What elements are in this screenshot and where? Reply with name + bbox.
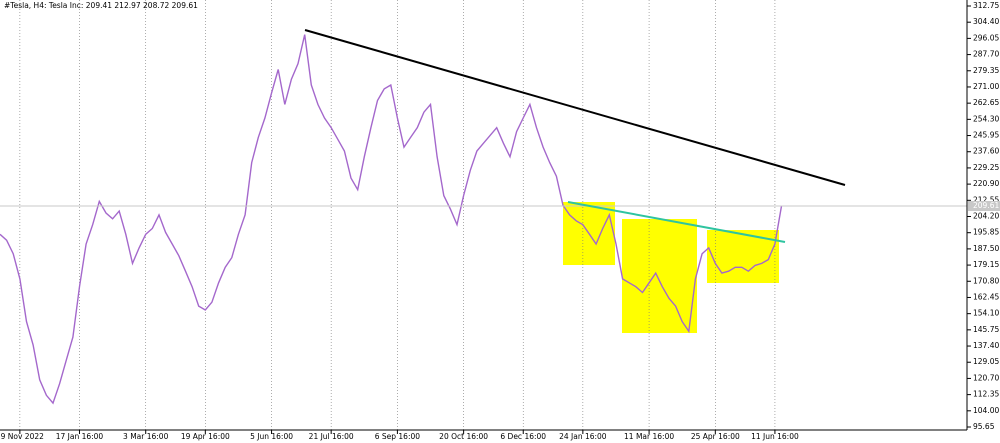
y-tick-label: 137.40 — [973, 341, 999, 350]
y-tick-label: 237.60 — [973, 147, 999, 156]
y-tick-label: 195.85 — [973, 228, 999, 237]
x-tick-label: 11 Jun 16:00 — [751, 432, 799, 441]
drawing-objects — [563, 202, 779, 333]
x-tick-label: 21 Jul 16:00 — [309, 432, 354, 441]
x-tick-label: 5 Jun 16:00 — [250, 432, 293, 441]
plot — [0, 0, 967, 430]
x-tick-label: 6 Sep 16:00 — [375, 432, 421, 441]
y-tick-label: 245.95 — [973, 131, 999, 140]
x-tick-label: 29 Nov 2022 — [0, 432, 44, 441]
y-tick-label: 279.35 — [973, 66, 999, 75]
y-tick-label: 254.30 — [973, 114, 999, 123]
y-tick-label: 187.50 — [973, 244, 999, 253]
highlight-box — [622, 219, 697, 333]
x-tick-label: 3 Mar 16:00 — [123, 432, 169, 441]
x-tick-label: 11 Mar 16:00 — [624, 432, 674, 441]
y-tick-label: 104.00 — [973, 406, 999, 415]
y-tick-label: 296.05 — [973, 33, 999, 42]
price-line — [0, 34, 783, 405]
y-tick-label: 120.70 — [973, 373, 999, 382]
y-tick-label: 304.40 — [973, 17, 999, 26]
y-tick-label: 112.35 — [973, 390, 999, 399]
x-tick-label: 25 Apr 16:00 — [691, 432, 740, 441]
y-tick-label: 170.80 — [973, 276, 999, 285]
y-tick-label: 145.75 — [973, 325, 999, 334]
last-price-box — [968, 201, 1000, 212]
y-tick-label: 262.65 — [973, 98, 999, 107]
y-tick-label: 179.15 — [973, 260, 999, 269]
y-tick-label: 154.10 — [973, 309, 999, 318]
x-tick-label: 17 Jan 16:00 — [56, 432, 104, 441]
y-tick-label: 287.70 — [973, 50, 999, 59]
x-tick-label: 6 Dec 16:00 — [500, 432, 546, 441]
x-tick-label: 24 Jan 16:00 — [559, 432, 607, 441]
y-tick-label: 220.90 — [973, 179, 999, 188]
y-tick-label: 312.75 — [973, 1, 999, 10]
y-tick-label: 271.00 — [973, 82, 999, 91]
resistance-line — [304, 29, 846, 186]
neckline — [567, 201, 786, 243]
y-tick-label: 95.65 — [973, 422, 995, 431]
y-tick-label: 162.45 — [973, 292, 999, 301]
trendlines — [304, 29, 846, 243]
last-price-label: 209.61 — [973, 201, 999, 210]
y-tick-label: 229.25 — [973, 163, 999, 172]
y-tick-label: 204.20 — [973, 212, 999, 221]
chart-title: #Tesla, H4: Tesla Inc: 209.41 212.97 208… — [4, 1, 198, 10]
y-tick-label: 212.55 — [973, 195, 999, 204]
y-tick-label: 129.05 — [973, 357, 999, 366]
x-tick-label: 20 Oct 16:00 — [439, 432, 488, 441]
x-tick-label: 19 Apr 16:00 — [181, 432, 230, 441]
